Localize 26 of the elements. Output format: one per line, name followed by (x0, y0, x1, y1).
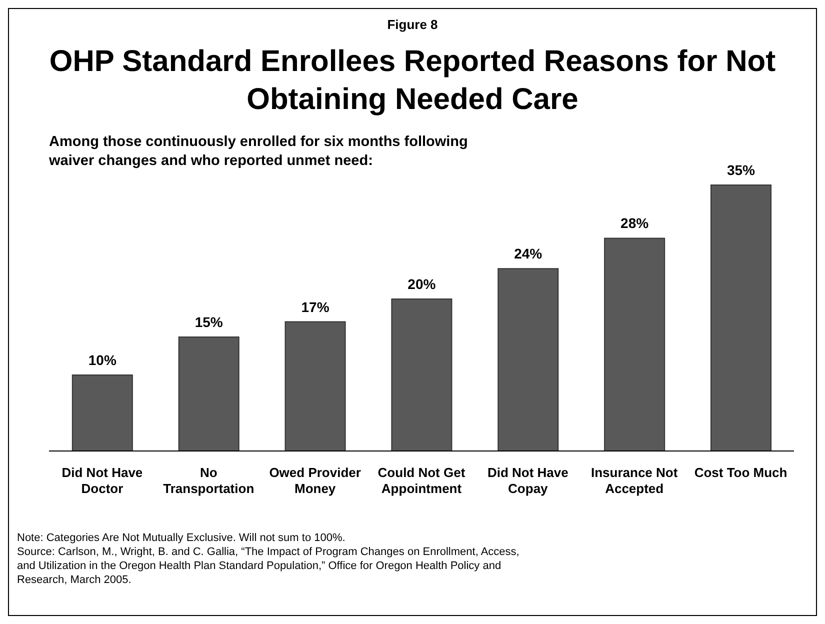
x-tick-label: Cost Too Much (694, 465, 788, 480)
bar (284, 321, 346, 452)
bar (178, 336, 240, 452)
x-tick-label: No Transportation (163, 465, 254, 496)
bar (710, 184, 772, 452)
data-label: 17% (301, 298, 330, 315)
caption: Figure 8 (386, 17, 439, 32)
bar (604, 238, 666, 452)
x-tick-label: Could Not Get Appointment (378, 465, 466, 496)
x-tick-label: Did Not Have Copay (487, 465, 568, 496)
data-label: 15% (194, 314, 224, 330)
x-tick-label: Did Not Have Doctor (62, 465, 143, 496)
x-tick-label: Owed Provider Money (269, 465, 361, 496)
source-note: Source: Carlson, M., Wright, B. and C. Gallia, “The Impact of Program Changes on Enrollment, Access, and Utilization in the Oregon Health Plan Standard Population,” Office for Oregon Health Policy and Research, March 2005. (17, 545, 520, 587)
bar (391, 298, 452, 452)
x-tick-label: Insurance Not Accepted (591, 465, 678, 496)
bar (72, 374, 133, 452)
data-label: 28% (620, 215, 650, 232)
data-label: 20% (408, 276, 436, 292)
bar (498, 268, 559, 452)
text: Note: Categories Are Not Mutually Exclusive. Will not sum to 100%. (17, 531, 346, 545)
chart-subtitle: Among those continuously enrolled for six months following waiver changes and who reported unmet need: (49, 133, 469, 171)
data-label: 24% (514, 246, 543, 262)
chart-title: OHP Standard Enrollees Reported Reasons for Not Obtaining Needed Care (48, 44, 777, 118)
data-label: 35% (726, 162, 756, 178)
data-label: 10% (88, 352, 117, 368)
